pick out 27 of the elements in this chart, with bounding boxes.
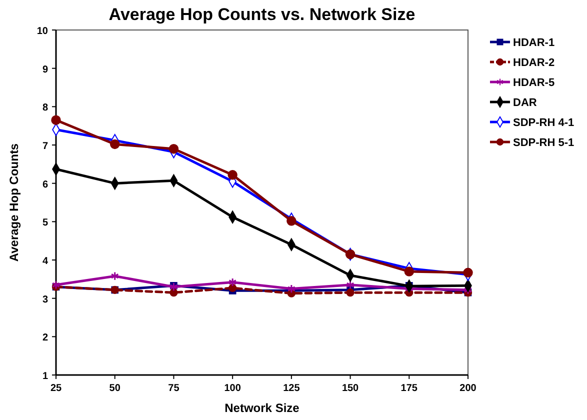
legend-label: HDAR-2	[513, 57, 555, 69]
y-tick-label: 8	[42, 102, 48, 114]
legend-label: HDAR-5	[513, 77, 555, 89]
x-tick-label: 175	[400, 383, 418, 394]
y-tick-label: 1	[42, 371, 48, 382]
y-tick-label: 9	[42, 64, 48, 76]
x-tick-label: 100	[224, 383, 242, 394]
chart-title: Average Hop Counts vs. Network Size	[108, 5, 416, 24]
x-tick-label: 25	[50, 383, 62, 394]
x-tick-label: 50	[109, 383, 121, 394]
x-axis-title: Network Size	[224, 401, 300, 415]
y-tick-label: 6	[42, 179, 48, 190]
y-tick-label: 5	[42, 218, 48, 229]
y-tick-label: 3	[42, 294, 48, 306]
x-tick-label: 125	[283, 383, 300, 394]
y-tick-label: 10	[36, 26, 48, 37]
x-tick-label: 200	[460, 383, 477, 394]
legend-label: DAR	[513, 97, 537, 109]
legend-label: HDAR-1	[513, 37, 555, 49]
y-tick-label: 2	[42, 332, 48, 344]
y-axis-title: Average Hop Counts	[7, 143, 21, 262]
x-tick-label: 150	[342, 383, 360, 394]
y-tick-label: 7	[42, 141, 48, 152]
legend-label: SDP-RH 4-1	[513, 117, 574, 129]
y-tick-label: 4	[42, 256, 48, 267]
legend-label: SDP-RH 5-1	[513, 137, 574, 149]
x-tick-label: 75	[168, 383, 180, 394]
